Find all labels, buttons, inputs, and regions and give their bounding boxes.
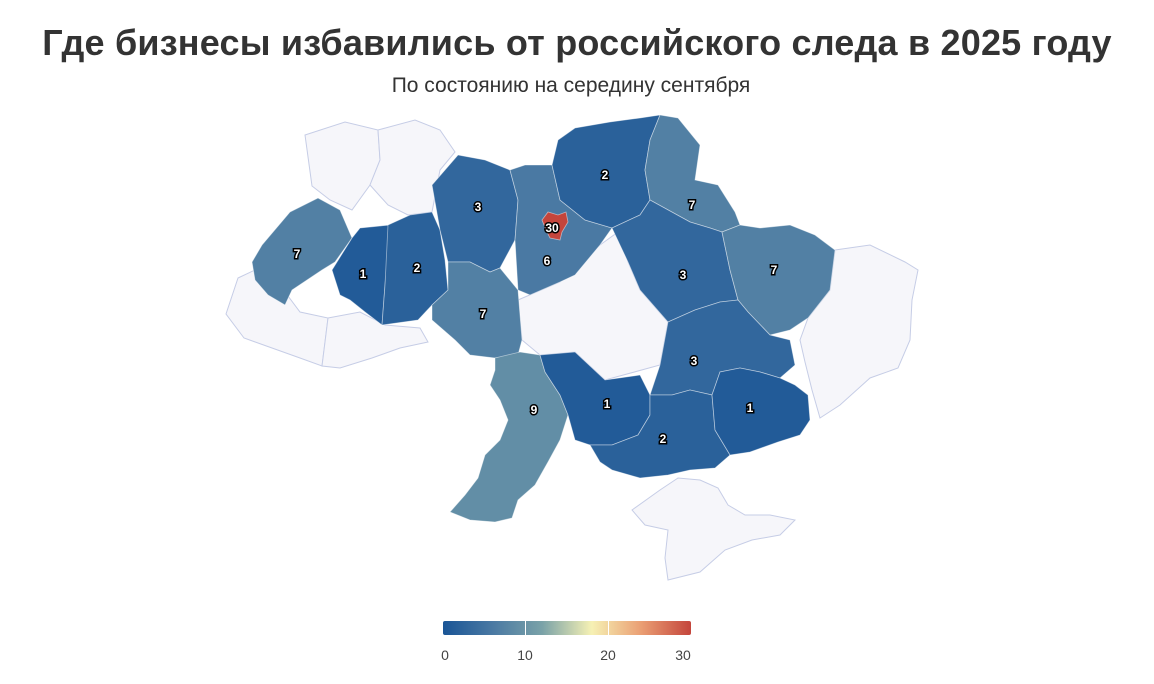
legend-tick-label: 20 <box>600 647 616 663</box>
no-data-regions <box>225 119 919 581</box>
region-lviv[interactable] <box>251 197 353 306</box>
region-value-label: 7 <box>480 307 487 321</box>
region-chernivtsi[interactable] <box>321 311 429 369</box>
region-crimea[interactable] <box>631 477 797 581</box>
data-regions <box>251 114 836 523</box>
region-value-label: 7 <box>771 263 778 277</box>
region-value-label: 2 <box>414 261 421 275</box>
region-luhansk[interactable] <box>799 244 919 419</box>
region-value-label: 3 <box>475 200 482 214</box>
region-value-label: 7 <box>294 247 301 261</box>
map-subtitle: По состоянию на середину сентября <box>391 74 751 97</box>
region-value-label: 1 <box>604 397 611 411</box>
region-value-label: 6 <box>544 254 551 268</box>
legend-tick-label: 0 <box>441 647 449 663</box>
region-value-label: 2 <box>602 168 609 182</box>
map-title: Где бизнесы избавились от российского сл… <box>42 22 1112 63</box>
region-zhytomyr[interactable] <box>431 154 519 273</box>
region-volyn[interactable] <box>304 121 381 211</box>
region-kyiv-city[interactable] <box>541 211 569 241</box>
legend-tick-label: 10 <box>517 647 533 663</box>
region-value-label: 1 <box>747 401 754 415</box>
region-value-label: 30 <box>545 221 559 235</box>
region-value-label: 9 <box>531 403 538 417</box>
region-value-label: 1 <box>360 267 367 281</box>
region-value-label: 7 <box>689 198 696 212</box>
region-value-label: 3 <box>691 354 698 368</box>
color-scale-legend: 0 10 20 30 <box>441 621 691 663</box>
region-labels: 7 1 2 3 6 30 2 7 7 3 7 3 9 1 2 1 <box>292 167 779 448</box>
region-zaporizhzhia-donetsk[interactable] <box>711 367 811 456</box>
color-scale-bar <box>443 621 691 635</box>
region-value-label: 3 <box>680 268 687 282</box>
legend-tick-label: 30 <box>675 647 691 663</box>
region-value-label: 2 <box>660 432 667 446</box>
legend-tick-mark <box>525 621 526 635</box>
legend-tick-mark <box>608 621 609 635</box>
